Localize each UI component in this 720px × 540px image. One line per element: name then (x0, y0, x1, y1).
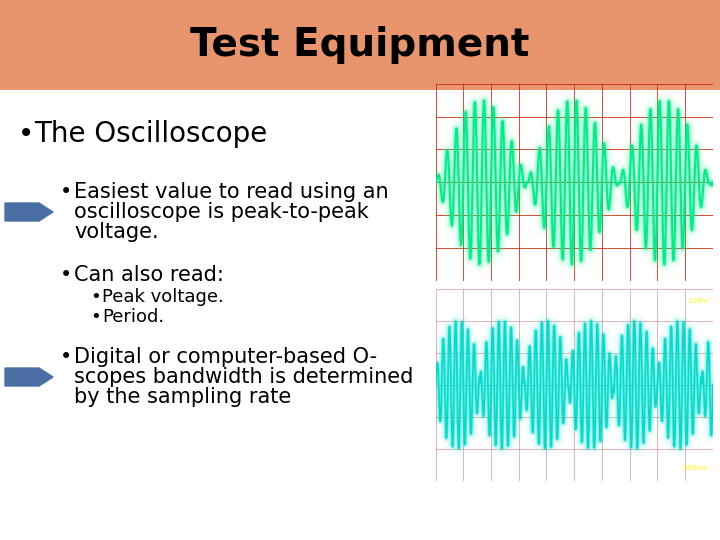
Text: The Oscilloscope: The Oscilloscope (34, 120, 267, 148)
FancyBboxPatch shape (0, 0, 720, 90)
FancyArrow shape (5, 203, 53, 221)
Text: •: • (90, 308, 101, 326)
Text: Easiest value to read using an: Easiest value to read using an (74, 182, 389, 202)
Text: 1.00V: 1.00V (687, 299, 707, 305)
Text: voltage.: voltage. (74, 222, 158, 242)
FancyArrow shape (5, 368, 53, 386)
Text: 500ms: 500ms (683, 465, 707, 471)
Text: •: • (60, 347, 72, 367)
Text: Period.: Period. (102, 308, 164, 326)
Text: •: • (60, 265, 72, 285)
Text: •: • (18, 120, 35, 148)
Text: •: • (60, 182, 72, 202)
Text: scopes bandwidth is determined: scopes bandwidth is determined (74, 367, 413, 387)
Text: oscilloscope is peak-to-peak: oscilloscope is peak-to-peak (74, 202, 369, 222)
Text: Can also read:: Can also read: (74, 265, 224, 285)
Text: Digital or computer-based O-: Digital or computer-based O- (74, 347, 377, 367)
Text: Test Equipment: Test Equipment (190, 26, 530, 64)
Text: Peak voltage.: Peak voltage. (102, 288, 224, 306)
Text: •: • (90, 288, 101, 306)
Text: by the sampling rate: by the sampling rate (74, 387, 292, 407)
